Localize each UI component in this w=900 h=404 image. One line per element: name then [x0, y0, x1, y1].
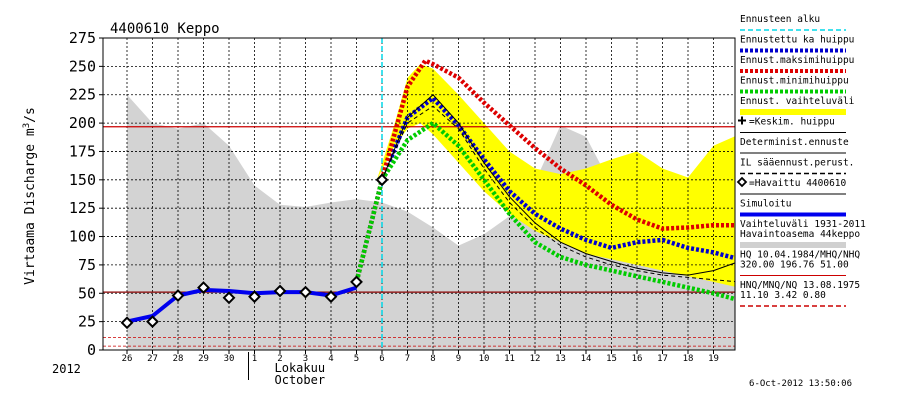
legend-label: Ennust.maksimihuippu	[740, 55, 854, 66]
series-line-il-s-ennust-perust-	[381, 105, 735, 283]
legend-label: =Havaittu 4400610	[749, 178, 847, 189]
legend-entry: Simuloitu	[740, 199, 846, 217]
x-tick-label: 1	[252, 354, 257, 364]
legend-entry: Ennusteen alku	[740, 14, 846, 31]
month-label-fi: Lokakuu	[275, 361, 326, 375]
y-tick-label: 75	[78, 256, 96, 274]
legend-label: Simuloitu	[740, 199, 791, 210]
x-tick-label: 3	[303, 354, 308, 364]
legend-entry: Ennust.minimihuippu	[740, 76, 849, 94]
observed-point	[171, 289, 185, 302]
legend-label: 320.00 196.76 51.00	[740, 260, 849, 271]
y-tick-label: 200	[69, 114, 96, 132]
observed-point	[248, 290, 261, 304]
y-tick-label: 250	[69, 57, 96, 75]
legend-entry: HQ 10.04.1984/MHQ/NHQ	[740, 250, 860, 261]
observed-point	[120, 316, 134, 330]
legend-label: Ennustettu ka huippu	[740, 35, 854, 46]
series-line-ennustettu-ka-huippu	[354, 95, 735, 283]
x-tick-label: 2	[277, 354, 282, 364]
y-tick-label: 275	[69, 29, 96, 47]
x-tick-label: 18	[683, 354, 694, 364]
legend-swatch	[740, 109, 846, 115]
x-tick-label: 29	[198, 354, 209, 364]
legend-entry: Ennust. vaihteluväli	[740, 96, 855, 115]
year-label: 2012	[52, 362, 81, 376]
plot-frame	[102, 37, 736, 351]
series-line-determinist-ennuste	[381, 93, 735, 276]
legend-label: HNQ/MNQ/NQ 13.08.1975	[740, 280, 860, 291]
legend-label: 11.10 3.42 0.80	[740, 290, 826, 301]
legend-swatch	[740, 242, 846, 248]
x-tick-label: 28	[173, 354, 184, 364]
y-tick-label: 175	[69, 142, 96, 160]
x-tick-label: 11	[504, 354, 515, 364]
x-tick-label: 8	[430, 354, 435, 364]
legend-entry: =Keskim. huippu	[738, 116, 846, 133]
legend-entry: Vaihteluväli 1931-2011	[740, 219, 866, 230]
y-tick-label: 150	[69, 171, 96, 189]
y-tick-label: 25	[78, 313, 96, 331]
x-tick-label: 10	[479, 354, 490, 364]
observed-point	[222, 291, 236, 305]
legend-entry: HNQ/MNQ/NQ 13.08.1975	[740, 280, 860, 291]
forecast-range-band	[376, 64, 735, 287]
x-tick-label: 15	[606, 354, 617, 364]
x-tick-label: 16	[632, 354, 643, 364]
legend-entry: IL sääennust.perust.	[740, 158, 854, 175]
observed-point	[299, 285, 312, 299]
month-label-en: October	[275, 373, 326, 387]
legend-label: Ennust. vaihteluväli	[740, 96, 855, 107]
legend-label: Ennust.minimihuippu	[740, 76, 849, 87]
y-tick-label: 50	[78, 284, 96, 302]
y-tick-label: 125	[69, 199, 96, 217]
legend-entry: Determinist.ennuste	[740, 137, 849, 154]
legend-label: Vaihteluväli 1931-2011	[740, 219, 866, 230]
observed-point	[197, 281, 210, 295]
x-tick-label: 19	[708, 354, 719, 364]
x-tick-label: 30	[224, 354, 235, 364]
x-tick-label: 4	[328, 354, 333, 364]
x-tick-label: 6	[379, 354, 384, 364]
observed-point	[350, 275, 363, 289]
y-axis-label: Virtaama Discharge m3/s	[22, 107, 38, 285]
legend-label: Ennusteen alku	[740, 14, 820, 25]
x-tick-label: 26	[122, 354, 133, 364]
series-line-simuloitu	[126, 285, 358, 324]
series-line-ennust-minimihuippu	[354, 120, 735, 302]
x-tick-label: 27	[147, 354, 158, 364]
legend-label: Determinist.ennuste	[740, 137, 849, 148]
legend-entry: Havaintoasema 44keppo	[740, 229, 860, 248]
legend-label: Havaintoasema 44keppo	[740, 229, 860, 240]
x-tick-label: 17	[657, 354, 668, 364]
observed-point	[273, 284, 287, 298]
series-line-ennust-maksimihuippu	[354, 57, 735, 283]
y-tick-label: 0	[87, 341, 96, 359]
x-tick-label: 9	[456, 354, 461, 364]
observed-point	[375, 173, 389, 187]
x-tick-label: 7	[405, 354, 410, 364]
observed-point	[146, 315, 159, 329]
legend-label: IL sääennust.perust.	[740, 158, 854, 169]
legend-entry: 320.00 196.76 51.00	[740, 260, 849, 276]
legend-entry: Ennust.maksimihuippu	[740, 55, 854, 73]
legend-diamond-marker	[736, 176, 748, 188]
legend-entry: Ennustettu ka huippu	[740, 35, 854, 53]
legend-label: HQ 10.04.1984/MHQ/NHQ	[740, 250, 860, 261]
y-tick-label: 225	[69, 86, 96, 104]
legend-entry: =Havaittu 4400610	[736, 176, 847, 195]
x-tick-label: 13	[555, 354, 566, 364]
legend-entry: 11.10 3.42 0.80	[740, 290, 846, 307]
x-tick-label: 12	[530, 354, 541, 364]
timestamp: 6-Oct-2012 13:50:06	[749, 379, 852, 389]
x-tick-label: 14	[581, 354, 592, 364]
legend-label: =Keskim. huippu	[749, 117, 835, 128]
observed-point	[324, 290, 338, 304]
x-tick-label: 5	[354, 354, 359, 364]
chart-title: 4400610 Keppo	[110, 21, 220, 37]
y-tick-label: 100	[69, 228, 96, 246]
